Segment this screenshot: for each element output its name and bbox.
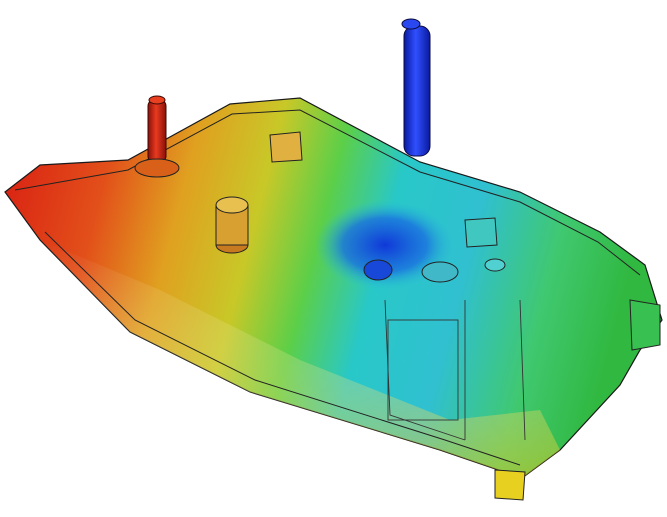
- sprue-base: [134, 158, 180, 178]
- wall-edge: [384, 299, 526, 441]
- hole: [421, 261, 459, 283]
- part-lower-face: [40, 240, 560, 478]
- clip: [629, 299, 661, 351]
- window: [387, 319, 459, 421]
- boss: [215, 196, 249, 214]
- boss: [215, 204, 249, 246]
- clip: [464, 217, 498, 248]
- sprue-top: [401, 18, 421, 30]
- clip: [494, 469, 526, 501]
- sprue: [403, 25, 431, 157]
- rim-line: [44, 231, 521, 466]
- sprue-top: [148, 95, 166, 105]
- hole: [484, 258, 506, 272]
- blue-region: [315, 200, 455, 290]
- hole: [363, 259, 393, 281]
- sprue: [147, 99, 167, 163]
- clip: [269, 131, 303, 163]
